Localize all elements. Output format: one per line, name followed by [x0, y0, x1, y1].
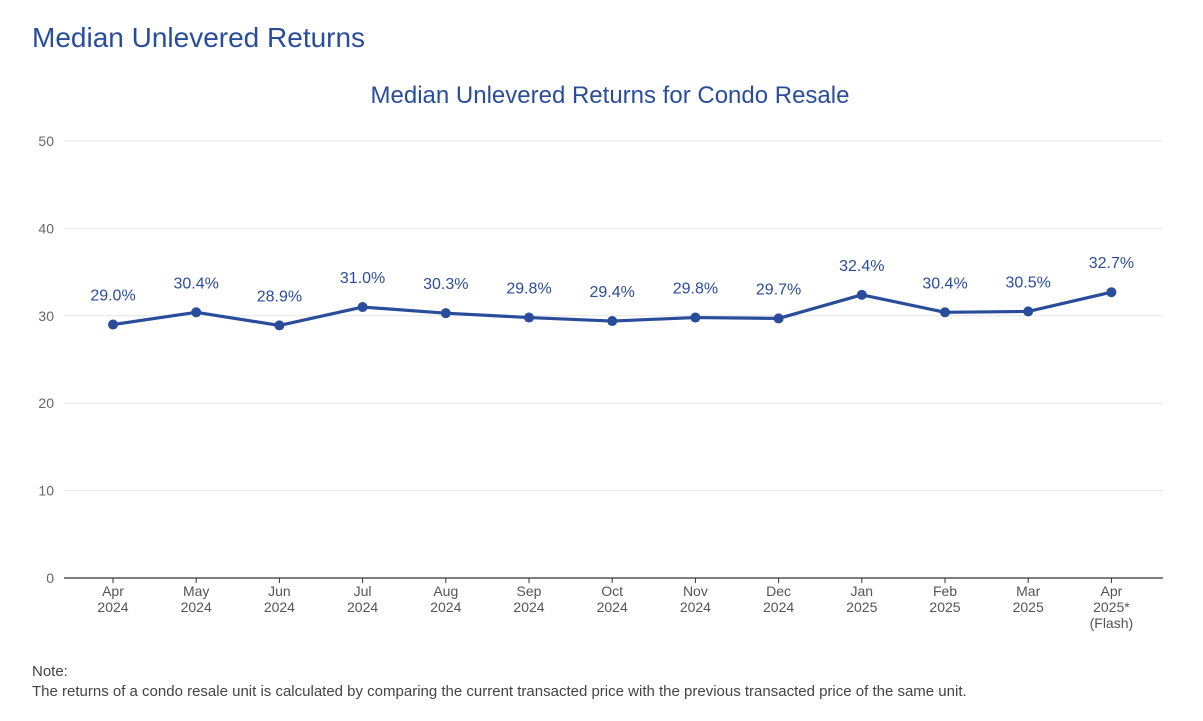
note-heading: Note:	[32, 663, 68, 680]
x-tick-label: 2024	[597, 599, 628, 615]
x-tick-label: 2024	[97, 599, 128, 615]
data-point	[690, 312, 701, 323]
data-point	[773, 313, 784, 324]
data-point	[607, 316, 618, 327]
y-tick-label: 40	[38, 220, 54, 236]
line-chart: Median Unlevered Returns for Condo Resal…	[38, 82, 1163, 631]
x-tick-label: Nov	[683, 583, 708, 599]
data-label: 30.5%	[1006, 274, 1051, 291]
data-point	[856, 289, 867, 300]
x-tick-label: Apr	[1101, 583, 1123, 599]
data-label: 30.4%	[922, 275, 967, 292]
x-tick-label: Oct	[601, 583, 623, 599]
data-label: 29.7%	[756, 281, 801, 298]
data-label: 29.4%	[590, 284, 635, 301]
data-label: 32.7%	[1089, 255, 1134, 272]
x-tick-label: 2025*	[1093, 599, 1130, 615]
data-label: 31.0%	[340, 270, 385, 287]
x-tick-label: Jan	[851, 583, 874, 599]
data-point	[108, 319, 118, 330]
x-tick-label: 2025	[929, 599, 960, 615]
x-tick-label: 2024	[347, 599, 378, 615]
x-tick-label: 2024	[430, 599, 461, 615]
x-tick-label: Apr	[102, 583, 124, 599]
data-point	[440, 308, 451, 319]
data-label: 29.8%	[673, 281, 718, 298]
x-tick-label: 2024	[763, 599, 794, 615]
data-point	[524, 312, 534, 323]
data-point	[1023, 306, 1034, 317]
data-point	[940, 307, 950, 318]
x-tick-label: Dec	[766, 583, 791, 599]
y-axis-ticks: 0 10 20 30 40 50	[38, 133, 54, 586]
x-tick-label: Sep	[517, 583, 542, 599]
data-point	[357, 302, 368, 313]
x-axis-ticks: Apr2024May2024Jun2024Jul2024Aug2024Sep20…	[97, 578, 1133, 631]
data-label: 30.3%	[423, 276, 468, 293]
chart-title: Median Unlevered Returns for Condo Resal…	[371, 82, 850, 109]
page-title: Median Unlevered Returns	[32, 22, 366, 53]
note-text: The returns of a condo resale unit is ca…	[32, 683, 967, 700]
x-tick-label: Aug	[433, 583, 458, 599]
data-point	[1106, 287, 1117, 298]
x-tick-label: Jun	[268, 583, 291, 599]
x-tick-label: 2024	[181, 599, 212, 615]
x-tick-label: 2024	[513, 599, 544, 615]
gridlines	[64, 140, 1163, 492]
data-label: 28.9%	[257, 288, 302, 305]
x-tick-label: Mar	[1016, 583, 1040, 599]
data-points	[108, 287, 1117, 331]
x-tick-label: Feb	[933, 583, 957, 599]
data-point	[191, 307, 202, 318]
y-tick-label: 50	[38, 133, 54, 149]
x-tick-label: 2025	[846, 599, 877, 615]
data-point	[274, 320, 285, 331]
x-tick-label: 2025	[1013, 599, 1044, 615]
data-labels: 29.0% 30.4% 28.9% 31.0% 30.3% 29.8% 29.4% 29.8%…	[90, 255, 1134, 305]
data-label: 32.4%	[839, 258, 884, 275]
y-tick-label: 30	[38, 308, 54, 324]
x-tick-label: 2024	[680, 599, 711, 615]
y-tick-label: 10	[38, 483, 54, 499]
data-label: 29.8%	[506, 281, 551, 298]
data-label: 29.0%	[90, 288, 135, 305]
x-tick-label: 2024	[264, 599, 295, 615]
y-tick-label: 0	[46, 570, 54, 586]
x-tick-label: May	[183, 583, 209, 599]
y-tick-label: 20	[38, 395, 54, 411]
x-tick-label: Jul	[354, 583, 372, 599]
x-tick-label: (Flash)	[1090, 615, 1134, 631]
data-label: 30.4%	[174, 275, 219, 292]
note: Note: The returns of a condo resale unit…	[32, 662, 967, 702]
